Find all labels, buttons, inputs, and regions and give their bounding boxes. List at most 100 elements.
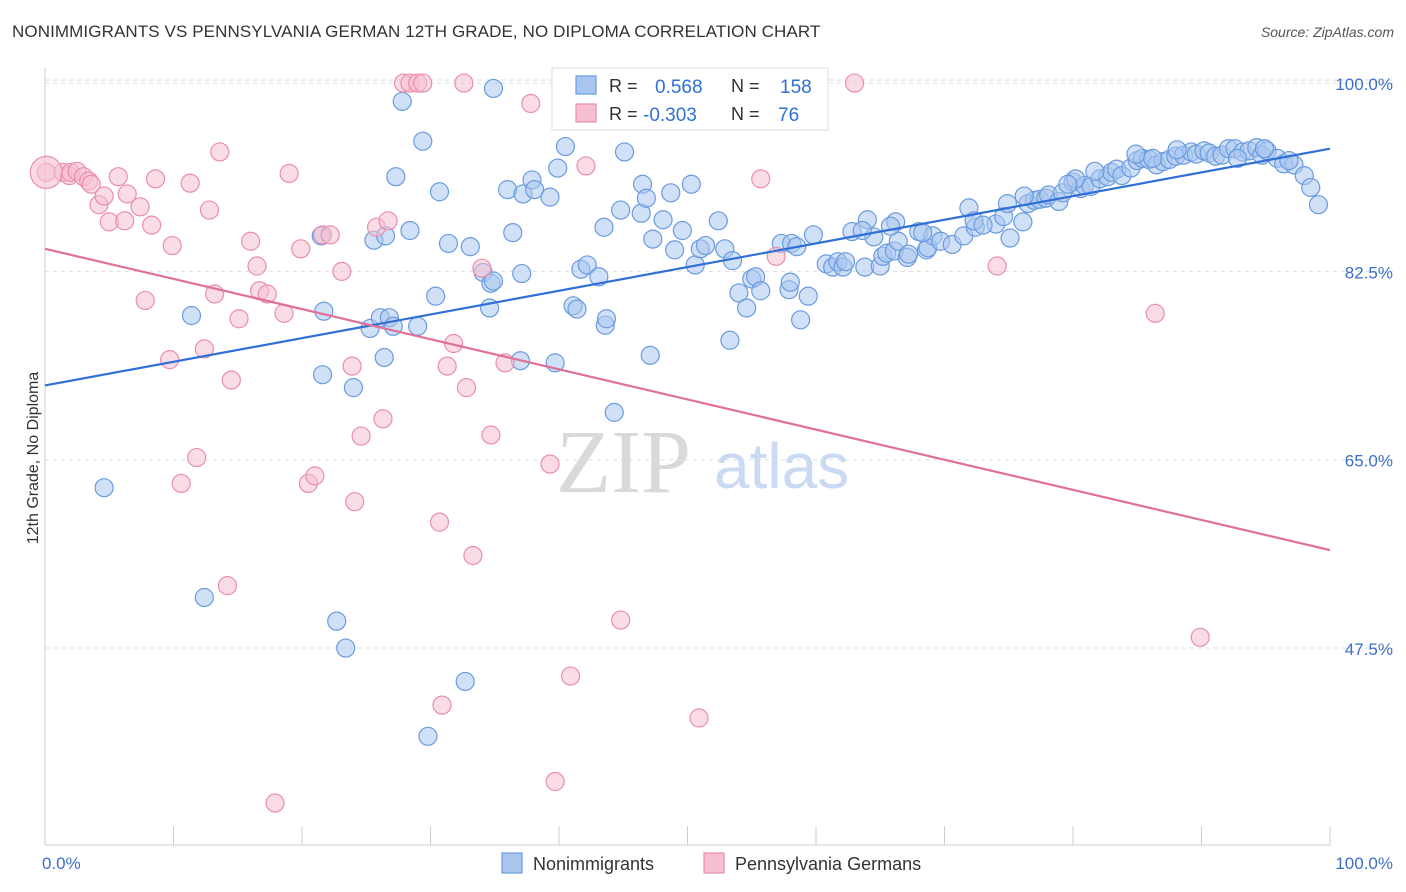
nonimmigrants-point-154 bbox=[512, 263, 532, 284]
nonimmigrants-point-59 bbox=[665, 240, 685, 260]
pennsylvania-germans-point-28 bbox=[221, 370, 241, 390]
pennsylvania-germans-point-36 bbox=[279, 163, 299, 184]
nonimmigrants-point-84 bbox=[835, 252, 856, 272]
y-tick-label-2: 65.0% bbox=[1345, 452, 1393, 471]
pennsylvania-germans-point-33 bbox=[257, 284, 277, 304]
pennsylvania-germans-point-75 bbox=[1190, 627, 1210, 647]
nonimmigrants-point-79 bbox=[803, 225, 824, 245]
nonimmigrants-point-153 bbox=[1308, 195, 1329, 215]
pennsylvania-germans-point-31 bbox=[247, 256, 267, 276]
pennsylvania-germans-point-17 bbox=[145, 169, 166, 189]
nonimmigrants-point-152 bbox=[1301, 177, 1321, 198]
nonimmigrants-point-65 bbox=[708, 211, 728, 231]
pennsylvania-germans-point-67 bbox=[576, 156, 596, 176]
pennsylvania-germans-point-53 bbox=[429, 512, 450, 532]
nonimmigrants-point-60 bbox=[672, 220, 692, 241]
pennsylvania-germans-point-23 bbox=[194, 339, 214, 359]
nonimmigrants-point-20 bbox=[418, 726, 438, 746]
legend-r-value-2: -0.303 bbox=[643, 105, 697, 126]
nonimmigrants-point-30 bbox=[483, 78, 504, 99]
legend-n-label-1: N = bbox=[731, 76, 760, 96]
pennsylvania-germans-point-29 bbox=[229, 309, 249, 329]
pennsylvania-germans-point-64 bbox=[540, 454, 560, 474]
pennsylvania-germans-point-26 bbox=[210, 142, 230, 162]
nonimmigrants-point-56 bbox=[643, 229, 663, 249]
y-tick-label-1: 82.5% bbox=[1345, 263, 1393, 282]
nonimmigrants-point-170 bbox=[1143, 148, 1163, 168]
pennsylvania-germans-point-42 bbox=[332, 261, 352, 281]
nonimmigrants-point-0 bbox=[94, 478, 114, 498]
nonimmigrants-point-165 bbox=[1126, 144, 1146, 164]
watermark-atlas: atlas bbox=[714, 430, 849, 502]
pennsylvania-germans-point-27 bbox=[217, 576, 238, 596]
y-axis-title: 12th Grade, No Diploma bbox=[25, 372, 42, 545]
pennsylvania-germans-point-20 bbox=[171, 473, 191, 494]
nonimmigrants-point-6 bbox=[327, 611, 347, 631]
pennsylvania-germans-point-44 bbox=[345, 492, 365, 512]
nonimmigrants-point-4 bbox=[314, 301, 334, 321]
nonimmigrants-point-158 bbox=[913, 223, 933, 243]
chart-title: NONIMMIGRANTS VS PENNSYLVANIA GERMAN 12T… bbox=[12, 22, 821, 41]
pennsylvania-germans-point-21 bbox=[180, 173, 200, 193]
pennsylvania-germans-point-34 bbox=[265, 793, 285, 813]
nonimmigrants-point-44 bbox=[577, 255, 597, 275]
legend-box bbox=[551, 67, 829, 131]
nonimmigrants-point-50 bbox=[611, 200, 631, 220]
nonimmigrants-point-51 bbox=[614, 142, 635, 162]
y-tick-label-0: 100.0% bbox=[1335, 75, 1393, 94]
nonimmigrants-point-18 bbox=[408, 316, 428, 336]
nonimmigrants-point-29 bbox=[483, 271, 504, 291]
nonimmigrants-point-16 bbox=[392, 91, 412, 111]
nonimmigrants-point-161 bbox=[780, 272, 800, 292]
nonimmigrants-point-109 bbox=[1013, 212, 1033, 232]
pennsylvania-germans-point-59 bbox=[463, 545, 483, 566]
nonimmigrants-point-19 bbox=[413, 131, 433, 151]
pennsylvania-germans-point-18 bbox=[160, 350, 180, 370]
legend-swatch-pink bbox=[575, 103, 597, 123]
x-tick-label-max: 100.0% bbox=[1335, 854, 1393, 873]
pennsylvania-germans-point-30 bbox=[241, 231, 261, 251]
nonimmigrants-point-108 bbox=[1000, 228, 1020, 248]
nonimmigrants-point-2 bbox=[194, 587, 214, 608]
nonimmigrants-point-54 bbox=[636, 188, 656, 208]
nonimmigrants-point-162 bbox=[880, 216, 901, 236]
nonimmigrants-point-94 bbox=[888, 231, 908, 251]
watermark: ZIP atlas bbox=[556, 413, 849, 512]
nonimmigrants-point-37 bbox=[540, 187, 560, 207]
nonimmigrants-point-78 bbox=[798, 286, 818, 306]
nonimmigrants-point-166 bbox=[1167, 140, 1187, 160]
chart-source: Source: ZipAtlas.com bbox=[1260, 24, 1394, 40]
pennsylvania-germans-point-48 bbox=[378, 211, 398, 231]
pennsylvania-germans-point-47 bbox=[373, 409, 393, 429]
pennsylvania-germans-point-70 bbox=[751, 169, 771, 189]
nonimmigrants-point-163 bbox=[1014, 186, 1034, 206]
pennsylvania-germans-point-60 bbox=[472, 258, 492, 278]
nonimmigrants-point-168 bbox=[973, 215, 993, 235]
nonimmigrants-point-25 bbox=[460, 237, 480, 257]
nonimmigrants-point-40 bbox=[555, 136, 576, 157]
legend-r-value-1: 0.568 bbox=[655, 77, 703, 98]
pennsylvania-germans-point-73 bbox=[987, 256, 1007, 276]
pennsylvania-germans-point-63 bbox=[521, 93, 541, 114]
pennsylvania-germans-point-58 bbox=[456, 378, 477, 398]
nonimmigrants-point-61 bbox=[681, 174, 701, 194]
pennsylvania-germans-point-13 bbox=[117, 184, 137, 204]
nonimmigrants-point-48 bbox=[596, 309, 617, 329]
nonimmigrants-point-21 bbox=[426, 286, 446, 306]
pennsylvania-germans-point-43 bbox=[342, 356, 362, 376]
pennsylvania-germans-point-66 bbox=[560, 666, 581, 686]
pennsylvania-germans-point-61 bbox=[481, 425, 501, 445]
bottom-legend-swatch-pink bbox=[703, 852, 725, 874]
nonimmigrants-point-67 bbox=[720, 330, 740, 350]
pennsylvania-germans-point-19 bbox=[162, 235, 182, 256]
pennsylvania-germans-point-11 bbox=[108, 167, 128, 187]
legend-n-value-2: 76 bbox=[778, 105, 799, 126]
pennsylvania-germans-point-22 bbox=[187, 447, 207, 468]
legend-r-label-2: R = bbox=[609, 104, 638, 124]
pennsylvania-germans-point-54 bbox=[432, 695, 452, 715]
nonimmigrants-point-1 bbox=[181, 305, 202, 326]
pennsylvania-germans-point-45 bbox=[351, 426, 371, 446]
pennsylvania-germans-point-12 bbox=[115, 211, 135, 231]
